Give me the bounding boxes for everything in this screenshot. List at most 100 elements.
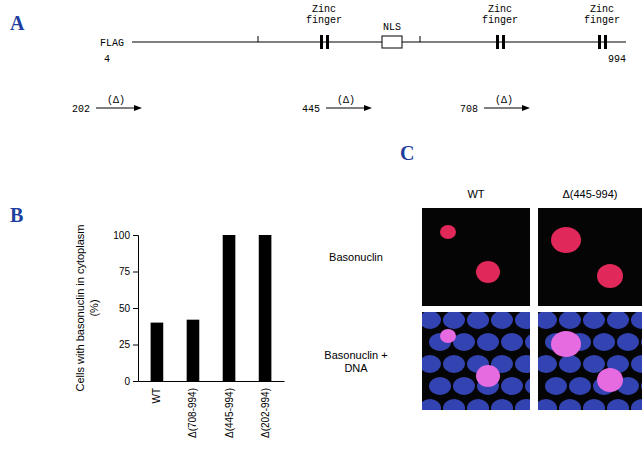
zinc-finger-bar: [496, 35, 499, 49]
x-tick: Δ(202-994): [260, 381, 271, 438]
dna-nucleus: [491, 399, 513, 410]
y-tick: 0: [124, 376, 138, 387]
nls-label: NLS: [383, 22, 401, 33]
y-tick-label: 50: [119, 303, 131, 314]
dna-nucleus: [443, 399, 465, 410]
dna-nucleus: [559, 399, 581, 410]
arrow-head: [364, 105, 372, 111]
dna-nucleus: [501, 333, 523, 351]
y-tick: 75: [119, 266, 138, 277]
micrograph-background: [538, 208, 642, 306]
dna-nucleus: [607, 399, 629, 410]
dna-nucleus: [583, 312, 605, 329]
panel-label: C: [400, 142, 414, 164]
zinc-finger-label: finger: [482, 15, 518, 26]
bar: [223, 235, 236, 381]
micrograph-panel: WTΔ(445-994)BasonuclinBasonuclin +DNA: [324, 188, 642, 417]
deletion-arrow: [484, 108, 526, 109]
x-tick: Δ(445-994): [224, 381, 235, 438]
dna-nucleus: [422, 399, 441, 410]
y-tick-mark: [133, 235, 138, 236]
dna-nucleus: [477, 333, 499, 351]
x-tick: WT: [151, 381, 162, 404]
row-label: DNA: [344, 362, 368, 374]
stained-nucleus: [551, 227, 581, 253]
y-tick-label: 0: [124, 376, 130, 387]
stained-nucleus: [597, 264, 623, 288]
deletion-arrow: [96, 108, 138, 109]
x-tick: Δ(708-994): [187, 381, 198, 438]
micrograph: [422, 208, 530, 306]
y-tick-mark: [133, 345, 138, 346]
dna-nucleus: [631, 399, 642, 410]
dna-nucleus: [443, 355, 465, 373]
y-tick-label: 75: [119, 266, 131, 277]
tag-label: FLAG: [100, 38, 124, 49]
dna-nucleus: [422, 312, 441, 329]
dna-nucleus: [607, 312, 629, 329]
y-tick-mark: [133, 308, 138, 309]
x-axis-line: [139, 381, 285, 382]
zinc-finger-label: finger: [584, 15, 620, 26]
dna-nucleus: [515, 399, 530, 410]
x-axis: WT Δ(708-994) Δ(445-994) Δ(202-994): [139, 381, 285, 438]
zinc-finger-bar: [598, 35, 601, 49]
stained-nucleus: [440, 329, 456, 343]
domain-diagram: FLAG4994ZincfingerZincfingerZincfingerNL…: [72, 4, 626, 115]
deletion-start: 202: [72, 104, 90, 115]
row-label: Basonuclin: [329, 251, 383, 263]
stained-nucleus: [476, 261, 500, 283]
zinc-finger-label: Zinc: [488, 4, 512, 15]
arrow-head: [134, 105, 142, 111]
protein-line: [132, 41, 626, 42]
bars: [151, 235, 272, 381]
stained-nucleus: [440, 225, 456, 239]
y-axis-title: (%): [88, 299, 100, 316]
micrograph-background: [422, 208, 530, 306]
y-axis-line: [133, 236, 139, 382]
micrograph: [422, 312, 530, 410]
y-tick-label: 25: [119, 339, 131, 350]
zinc-finger-label: finger: [306, 15, 342, 26]
start-label: 4: [104, 54, 110, 65]
dna-nucleus: [422, 355, 441, 373]
dna-nucleus: [429, 377, 451, 395]
dna-nucleus: [467, 312, 489, 329]
bar: [259, 235, 272, 381]
deletion-label: (Δ): [107, 95, 125, 106]
arrow-head: [522, 105, 530, 111]
stained-nucleus: [551, 331, 581, 357]
dna-nucleus: [631, 312, 642, 329]
y-axis-title: Cells with basonuclin in cytoplasm: [74, 225, 86, 392]
deletion-start: 708: [460, 104, 478, 115]
stained-nucleus: [597, 368, 623, 392]
zinc-finger-bar: [326, 35, 329, 49]
dna-nucleus: [631, 355, 642, 373]
y-tick-mark: [133, 272, 138, 273]
dna-nucleus: [559, 312, 581, 329]
y-tick: 25: [119, 339, 138, 350]
y-tick-label: 100: [113, 230, 130, 241]
dna-nucleus: [559, 355, 581, 373]
dna-nucleus: [538, 312, 557, 329]
dna-nucleus: [641, 333, 642, 351]
y-tick: 50: [119, 303, 138, 314]
dna-nucleus: [515, 312, 530, 329]
dna-nucleus: [501, 377, 523, 395]
dna-nucleus: [515, 355, 530, 373]
dna-nucleus: [538, 355, 557, 373]
dna-nucleus: [538, 399, 557, 410]
column-label: WT: [467, 188, 484, 200]
stained-nucleus: [476, 365, 500, 387]
site-tick: [420, 36, 421, 42]
bar: [151, 323, 164, 381]
bar: [187, 320, 200, 381]
dna-nucleus: [453, 333, 475, 351]
y-axis: 0 25 50 75 100: [113, 230, 138, 387]
deletion-start: 445: [302, 104, 320, 115]
deletion-arrow: [326, 108, 368, 109]
y-tick-mark: [133, 381, 138, 382]
dna-nucleus: [641, 377, 642, 395]
dna-nucleus: [491, 312, 513, 329]
deletion-label: (Δ): [495, 95, 513, 106]
